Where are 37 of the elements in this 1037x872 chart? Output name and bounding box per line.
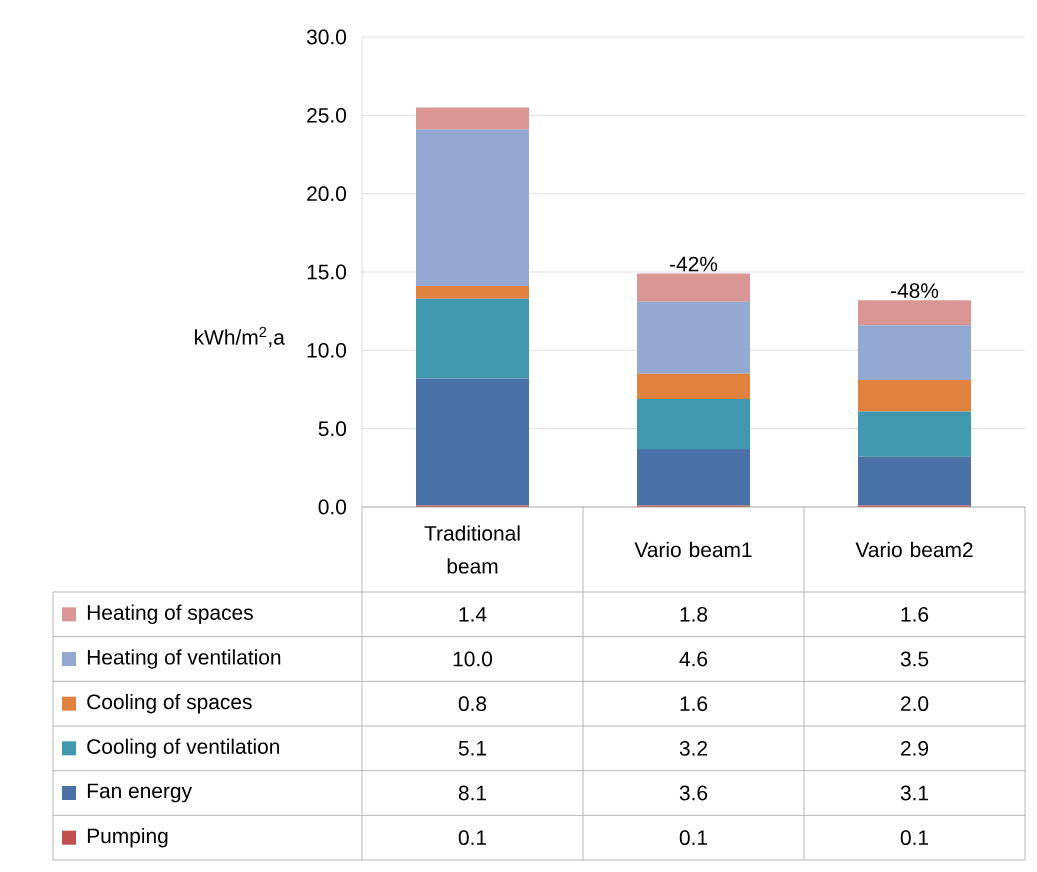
y-axis-title: kWh/m$^{2}$,a [195,326,285,348]
legend-label: Pumping [87,827,168,848]
x-tick-label: Vario beam1 [634,541,752,558]
legend-label: Cooling of ventilation [87,738,280,759]
data-label: 0.1 [900,830,929,846]
x-tick-label: Traditional beam [424,525,520,574]
annotation: -48% [891,283,939,298]
y-tick-label: 25.0 [307,107,347,123]
data-label: 3.5 [900,651,929,667]
legend-label: Cooling of spaces [87,693,252,714]
x-tick-label: Vario beam2 [855,541,973,558]
data-label: 5.1 [458,741,487,756]
data-label: 0.1 [458,830,487,846]
data-label: 0.1 [679,830,708,846]
data-label: 3.1 [900,785,929,801]
y-tick-label: 0.0 [318,499,347,515]
y-tick-label: 5.0 [318,421,347,437]
data-label: 0.8 [458,696,487,712]
data-label: 1.6 [901,606,929,622]
annotation: -42% [670,256,718,272]
data-label: 1.6 [680,696,708,712]
data-label: 8.1 [458,785,487,801]
y-tick-label: 15.0 [307,264,347,280]
data-label: 2.9 [901,740,929,756]
data-label: 1.4 [459,607,487,622]
data-label: 3.6 [679,785,708,801]
data-label: 3.2 [679,740,707,756]
data-label: 4.6 [679,651,708,667]
data-label: 2.0 [901,696,929,712]
legend-label: Heating of ventilation [87,649,281,669]
data-label: 10.0 [453,651,493,667]
legend-label: Fan energy [87,783,192,803]
y-tick-label: 10.0 [307,342,347,358]
y-tick-label: 30.0 [306,29,347,45]
legend-label: Heating of spaces [87,604,253,625]
data-label: 1.8 [680,606,708,622]
y-tick-label: 20.0 [307,186,347,202]
